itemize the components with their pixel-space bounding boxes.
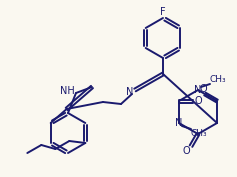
Text: NH: NH <box>60 86 74 96</box>
Text: N: N <box>194 85 202 95</box>
Text: O: O <box>194 96 202 106</box>
Text: N: N <box>175 118 183 128</box>
Text: O: O <box>199 84 207 94</box>
Text: O: O <box>182 146 190 156</box>
Text: CH₃: CH₃ <box>210 76 226 84</box>
Text: F: F <box>160 7 166 17</box>
Text: N: N <box>126 87 134 97</box>
Text: CH₃: CH₃ <box>191 129 207 138</box>
